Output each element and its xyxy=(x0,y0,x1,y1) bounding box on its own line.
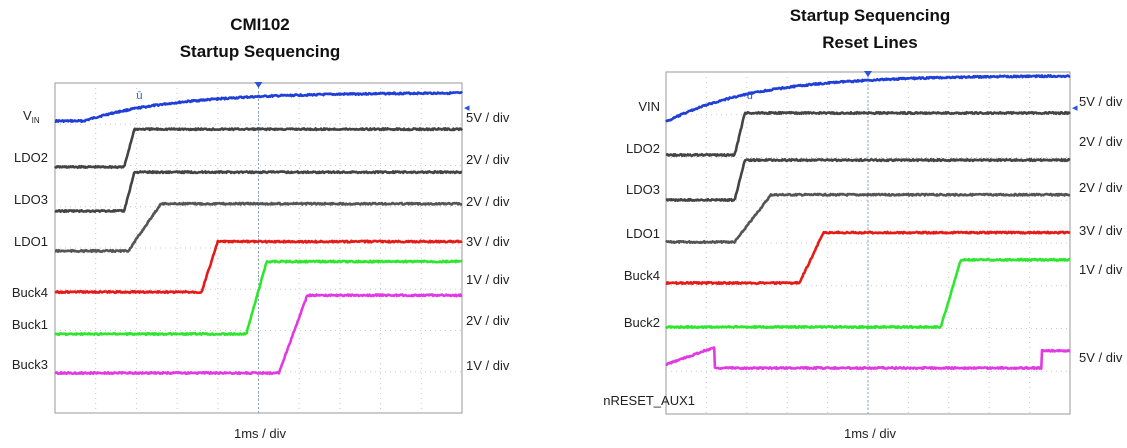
scale-label: 1V / div xyxy=(466,358,510,373)
scale-label: 1V / div xyxy=(1079,262,1123,277)
x-axis-label: 1ms / div xyxy=(844,426,897,441)
channel-label: Buck4 xyxy=(624,268,660,283)
channel-label: Buck3 xyxy=(12,357,48,372)
scale-label: 2V / div xyxy=(1079,134,1123,149)
channel-label: LDO1 xyxy=(14,234,48,249)
scale-label: 2V / div xyxy=(466,152,510,167)
channel-label: Buck2 xyxy=(624,315,660,330)
cursor-marker-icon: ū xyxy=(747,90,753,102)
offset-arrow-icon: ◂ xyxy=(464,102,470,114)
trace-buck2 xyxy=(664,257,1071,330)
trace-ldo2 xyxy=(665,110,1071,158)
chart-2: Startup Sequencing Reset Lines 1ms / div VI… xyxy=(603,6,1123,441)
scale-label: 1V / div xyxy=(466,272,510,287)
scale-label: 5V / div xyxy=(466,110,510,125)
trace-ldo1 xyxy=(665,192,1071,245)
trace-ldo3 xyxy=(665,158,1071,203)
chart-1: CMI102 Startup Sequencing 1ms / div VIN 5V /… xyxy=(12,15,510,441)
channel-label: VIN xyxy=(638,99,660,114)
chart-subtitle: Startup Sequencing xyxy=(180,42,341,61)
trace-nreset-aux1 xyxy=(665,346,1071,371)
trigger-marker-icon xyxy=(254,82,263,88)
trace-vin xyxy=(665,74,1071,123)
scale-label: 5V / div xyxy=(1079,350,1123,365)
channel-label: LDO2 xyxy=(626,141,660,156)
x-axis-label: 1ms / div xyxy=(234,426,287,441)
scale-label: 2V / div xyxy=(1079,180,1123,195)
offset-arrow-icon: ◂ xyxy=(1072,102,1078,114)
chart-title: CMI102 xyxy=(230,15,290,34)
trace-buck4 xyxy=(54,239,463,295)
trace-vin xyxy=(54,91,463,124)
scale-label: 2V / div xyxy=(466,313,510,328)
trace-buck4 xyxy=(665,230,1071,286)
channel-label: LDO1 xyxy=(626,226,660,241)
channel-label: LDO3 xyxy=(14,192,48,207)
channel-label: Buck4 xyxy=(12,285,48,300)
scale-label: 5V / div xyxy=(1079,94,1123,109)
trace-buck3 xyxy=(54,293,463,376)
trace-ldo2 xyxy=(53,127,464,169)
cursor-marker-icon: ū xyxy=(136,90,142,102)
channel-label: nRESET_AUX1 xyxy=(603,393,695,408)
scale-label: 3V / div xyxy=(1079,223,1123,238)
trace-ldo3 xyxy=(54,170,463,214)
trigger-marker-icon xyxy=(864,71,872,77)
chart-title: Startup Sequencing xyxy=(790,6,951,25)
scale-label: 3V / div xyxy=(466,234,510,249)
channel-label: Buck1 xyxy=(12,317,48,332)
scale-label: 2V / div xyxy=(466,194,510,209)
channel-label: LDO2 xyxy=(14,150,48,165)
channel-label: VIN xyxy=(23,108,40,125)
chart-subtitle: Reset Lines xyxy=(822,33,917,52)
trace-ldo1 xyxy=(54,201,463,254)
trace-buck1 xyxy=(54,259,463,337)
channel-label: LDO3 xyxy=(626,182,660,197)
